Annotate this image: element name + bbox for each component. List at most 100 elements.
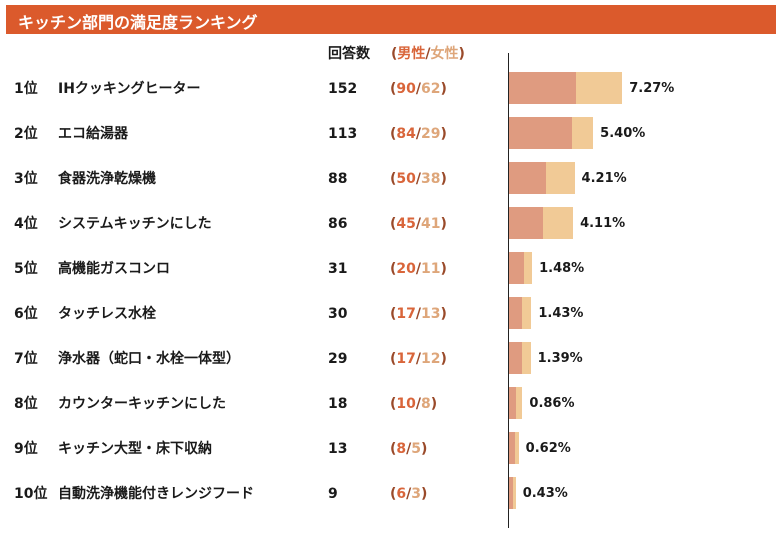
- paren-open: (: [390, 261, 397, 277]
- bar-male-segment: [509, 297, 522, 329]
- item-name: システムキッチンにした: [58, 216, 212, 232]
- bar-female-segment: [516, 387, 523, 419]
- male-count: 8: [396, 441, 407, 457]
- male-count: 6: [396, 486, 407, 502]
- female-count: 41: [421, 216, 441, 232]
- total-count: 152: [328, 81, 358, 97]
- percentage-label: 1.43%: [538, 306, 584, 321]
- male-count: 20: [396, 261, 416, 277]
- gender-breakdown: (17/12): [390, 350, 447, 368]
- total-count: 30: [328, 306, 348, 322]
- gender-breakdown: (6/3): [390, 485, 427, 503]
- rank-label: 9位: [14, 441, 38, 457]
- female-count: 13: [421, 306, 441, 322]
- male-count: 17: [396, 306, 416, 322]
- female-count: 5: [411, 441, 422, 457]
- paren-close: ): [440, 171, 447, 187]
- bar-female-segment: [571, 117, 594, 149]
- female-count: 11: [421, 261, 441, 277]
- gender-breakdown: (20/11): [390, 260, 447, 278]
- slash: /: [415, 216, 422, 232]
- bar-male-segment: [509, 162, 547, 194]
- slash: /: [415, 171, 422, 187]
- paren-open: (: [390, 396, 397, 412]
- slash: /: [406, 441, 412, 457]
- male-count: 50: [396, 171, 416, 187]
- item-name: エコ給湯器: [58, 126, 128, 142]
- percentage-label: 0.43%: [522, 486, 568, 501]
- paren-close: ): [440, 351, 447, 367]
- gender-breakdown: (50/38): [390, 170, 447, 188]
- slash: /: [415, 396, 422, 412]
- gender-breakdown: (10/8): [390, 395, 437, 413]
- paren-close: ): [421, 486, 428, 502]
- female-count: 62: [421, 81, 441, 97]
- rank-label: 10位: [14, 486, 48, 502]
- total-count: 113: [328, 126, 358, 142]
- female-count: 12: [421, 351, 441, 367]
- chart-title: キッチン部門の満足度ランキング: [18, 13, 258, 32]
- gender-breakdown: (17/13): [390, 305, 447, 323]
- paren-close: ): [440, 126, 447, 142]
- gender-breakdown: (8/5): [390, 440, 427, 458]
- percentage-label: 4.21%: [581, 171, 627, 186]
- bar-male-segment: [509, 72, 577, 104]
- paren-open: (: [390, 486, 397, 502]
- chart-axis-line: [508, 53, 509, 528]
- rank-label: 1位: [14, 81, 38, 97]
- female-count: 38: [421, 171, 441, 187]
- rank-label: 4位: [14, 216, 38, 232]
- paren-open: (: [390, 126, 397, 142]
- paren-open: (: [390, 81, 397, 97]
- paren-open: (: [390, 171, 397, 187]
- total-count: 86: [328, 216, 348, 232]
- female-label: 女性: [430, 46, 459, 62]
- gender-column-header: (男性/女性): [391, 43, 465, 63]
- bar-male-segment: [509, 117, 572, 149]
- percentage-label: 0.86%: [529, 396, 575, 411]
- gender-breakdown: (90/62): [390, 80, 447, 98]
- paren-close: ): [440, 81, 447, 97]
- item-name: 食器洗浄乾燥機: [58, 171, 156, 187]
- paren-close: ): [440, 216, 447, 232]
- total-count: 18: [328, 396, 348, 412]
- slash: /: [415, 261, 422, 277]
- header-paren-open: (: [391, 46, 398, 62]
- percentage-label: 0.62%: [525, 441, 571, 456]
- percentage-label: 4.11%: [580, 216, 626, 231]
- total-count: 29: [328, 351, 348, 367]
- male-count: 90: [396, 81, 416, 97]
- female-count: 3: [411, 486, 422, 502]
- item-name: キッチン大型・床下収納: [58, 441, 212, 457]
- count-column-header: 回答数: [328, 43, 370, 63]
- header-paren-close: ): [458, 46, 465, 62]
- rank-label: 8位: [14, 396, 38, 412]
- item-name: IHクッキングヒーター: [58, 81, 201, 97]
- paren-close: ): [430, 396, 438, 412]
- rank-label: 7位: [14, 351, 38, 367]
- male-count: 10: [396, 396, 416, 412]
- total-count: 31: [328, 261, 348, 277]
- bar-female-segment: [514, 432, 519, 464]
- slash: /: [415, 351, 422, 367]
- item-name: 自動洗浄機能付きレンジフード: [58, 486, 254, 502]
- item-name: 浄水器（蛇口・水栓一体型）: [58, 351, 240, 367]
- bar-male-segment: [509, 252, 524, 284]
- total-count: 9: [328, 486, 338, 502]
- bar-female-segment: [521, 342, 531, 374]
- slash: /: [406, 486, 412, 502]
- gender-breakdown: (84/29): [390, 125, 447, 143]
- bar-female-segment: [523, 252, 533, 284]
- rank-label: 2位: [14, 126, 38, 142]
- item-name: タッチレス水栓: [58, 306, 156, 322]
- slash: /: [415, 306, 422, 322]
- chart-title-bar: キッチン部門の満足度ランキング: [6, 5, 776, 34]
- bar-female-segment: [546, 162, 575, 194]
- bar-male-segment: [509, 432, 515, 464]
- item-name: 高機能ガスコンロ: [58, 261, 170, 277]
- paren-open: (: [390, 306, 397, 322]
- rank-label: 3位: [14, 171, 38, 187]
- item-name: カウンターキッチンにした: [58, 396, 226, 412]
- bar-female-segment: [521, 297, 532, 329]
- total-count: 88: [328, 171, 348, 187]
